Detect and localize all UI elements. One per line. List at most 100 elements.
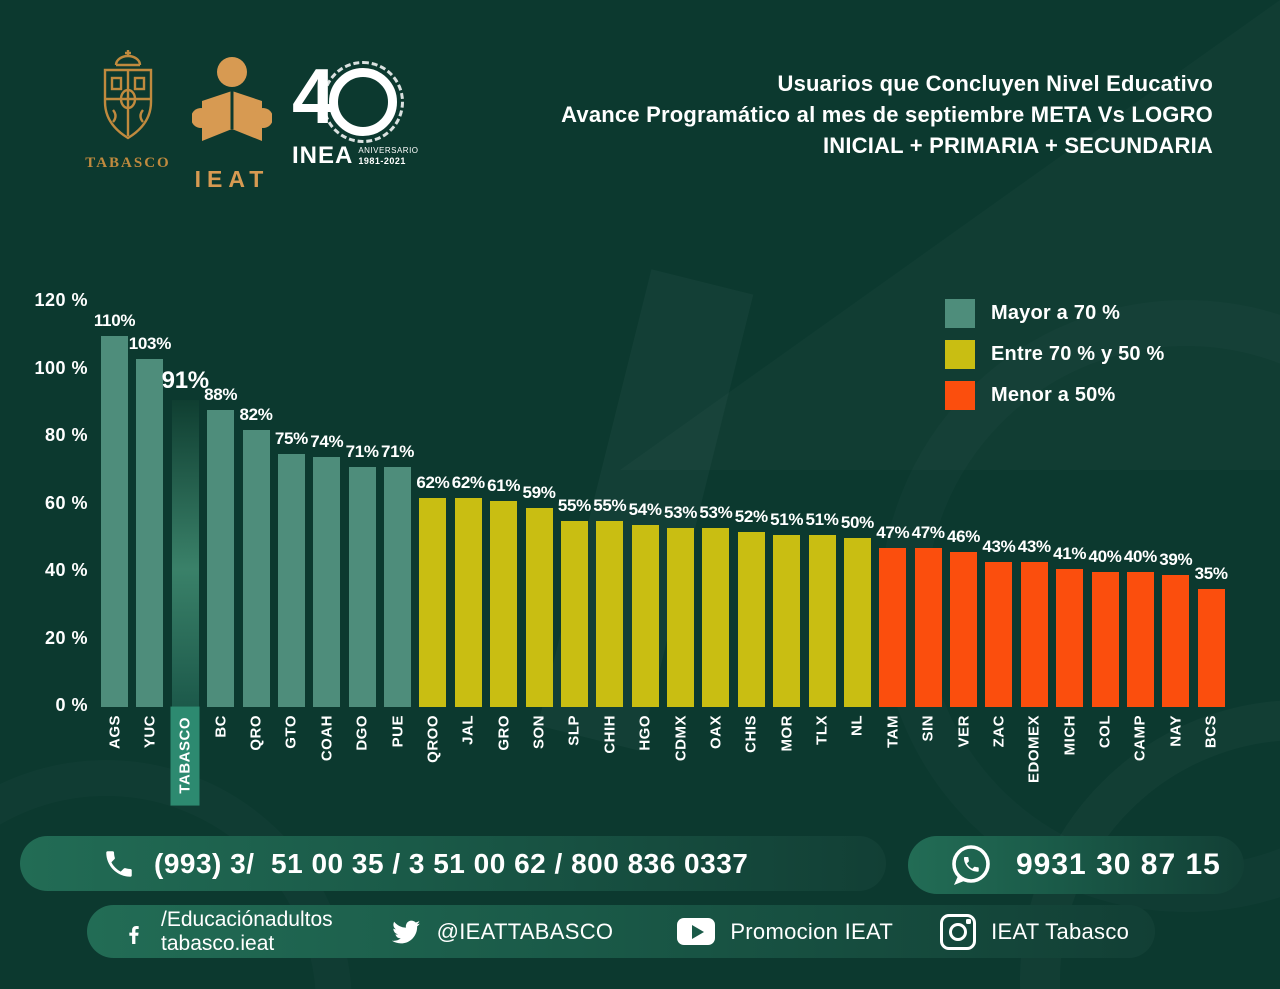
x-axis-label-TABASCO: TABASCO: [170, 707, 200, 806]
bar-column-HGO: 54% HGO: [628, 302, 662, 751]
bar-column-BCS: 35% BCS: [1195, 302, 1228, 748]
x-axis-label-GTO: GTO: [282, 715, 300, 749]
bar-value-label-COL: 40%: [1088, 547, 1122, 566]
bar-column-JAL: 62% JAL: [452, 302, 485, 745]
bar-value-label-PUE: 71%: [380, 442, 415, 462]
ieat-logo-caption: IEAT: [194, 166, 270, 192]
bar-VER: [950, 551, 977, 707]
inea-40-aniversario-logo: 4 INEA ANIVERSARIO 1981-2021: [292, 57, 452, 170]
legend-swatch-orange: [945, 381, 975, 410]
bar-value-label-AGS: 110%: [93, 310, 136, 330]
bar-column-TAM: 47% TAM: [876, 302, 909, 748]
bar-value-label-NL: 50%: [840, 513, 874, 533]
bar-value-label-HGO: 54%: [628, 499, 662, 519]
twitter-handle: @IEATTABASCO: [436, 918, 614, 944]
x-axis-label-SLP: SLP: [565, 715, 583, 746]
whatsapp-contact-button[interactable]: 9931 30 87 15: [908, 836, 1244, 894]
tabasco-logo-caption: TABASCO: [85, 155, 171, 171]
bar-value-label-ZAC: 43%: [982, 536, 1016, 556]
bar-COL: [1091, 572, 1119, 707]
bar-SIN: [914, 548, 942, 707]
x-axis-label-COL: COL: [1096, 715, 1114, 749]
y-axis: 120 % 100 % 80 % 60 % 40 % 20 % 0 %: [0, 290, 88, 715]
x-axis-label-TLX: TLX: [813, 715, 831, 745]
y-axis-tick-120: 120 %: [34, 290, 88, 310]
legend-row-menor-50: Menor a 50%: [945, 381, 1165, 410]
bar-value-label-YUC: 103%: [128, 334, 172, 354]
bar-value-label-MOR: 51%: [770, 509, 804, 529]
y-axis-tick-60: 60 %: [44, 492, 88, 513]
bar-column-MOR: 51% MOR: [770, 302, 804, 752]
twitter-link[interactable]: @IEATTABASCO: [390, 918, 614, 946]
whatsapp-number: 9931 30 87 15: [1016, 848, 1221, 881]
x-axis-label-CHIH: CHIH: [601, 715, 619, 754]
x-axis-label-QROO: QROO: [424, 715, 442, 763]
bar-TAM: [879, 548, 907, 707]
phone-contact-button[interactable]: (993) 3/ 51 00 35 / 3 51 00 62 / 800 836…: [20, 836, 886, 891]
x-axis-label-BCS: BCS: [1202, 715, 1220, 749]
instagram-handle: IEAT Tabasco: [991, 918, 1130, 944]
legend-label: Entre 70 % y 50 %: [991, 343, 1165, 365]
bar-MOR: [773, 534, 801, 707]
bar-value-label-DGO: 71%: [345, 442, 379, 462]
bar-GRO: [490, 501, 518, 707]
youtube-link[interactable]: Promocion IEAT: [677, 918, 893, 945]
x-axis-label-SON: SON: [530, 715, 548, 750]
inea-years-label: 1981-2021: [358, 156, 406, 166]
twitter-icon: [391, 920, 420, 943]
ieat-reader-icon: [191, 57, 273, 141]
x-axis-label-DGO: DGO: [353, 715, 371, 751]
bar-value-label-CAMP: 40%: [1123, 547, 1157, 566]
bar-column-AGS: 110% AGS: [94, 302, 136, 749]
facebook-link[interactable]: /Educaciónadultos tabasco.ieat: [122, 908, 333, 956]
bar-column-CAMP: 40% CAMP: [1123, 302, 1157, 761]
bar-value-label-MICH: 41%: [1053, 543, 1087, 563]
legend-swatch-yellow: [945, 340, 975, 369]
bar-AGS: [101, 335, 128, 707]
x-axis-label-NL: NL: [848, 715, 866, 736]
bar-value-label-VER: 46%: [946, 526, 981, 546]
bar-value-label-CHIS: 52%: [734, 506, 768, 526]
x-axis-label-CDMX: CDMX: [672, 715, 689, 762]
bar-chart-plot-area: 110% AGS 103% YUC 91% TABASCO 88% BC 82% QRO 75% GT…: [94, 302, 1228, 806]
bar-QRO: [242, 430, 270, 707]
bar-column-BC: 88% BC: [204, 302, 237, 738]
bar-column-TLX: 51% TLX: [805, 302, 838, 745]
x-axis-label-AGS: AGS: [106, 715, 123, 750]
x-axis-label-NAY: NAY: [1167, 715, 1185, 747]
bar-EDOMEX: [1020, 561, 1048, 707]
x-axis-label-YUC: YUC: [141, 715, 159, 749]
bar-column-TABASCO: 91% TABASCO: [162, 302, 209, 806]
bar-DGO: [348, 467, 376, 707]
bar-column-VER: 46% VER: [946, 302, 981, 748]
bar-value-label-GTO: 75%: [274, 428, 308, 448]
phone-icon: [106, 850, 132, 877]
instagram-link[interactable]: IEAT Tabasco: [940, 913, 1130, 950]
bar-COAH: [313, 457, 341, 707]
title-line-2: Avance Programático al mes de septiembre…: [561, 102, 1213, 127]
bar-value-label-TABASCO: 91%: [161, 366, 209, 394]
bar-column-NL: 50% NL: [840, 302, 874, 736]
bar-JAL: [454, 497, 482, 707]
bar-value-label-TLX: 51%: [805, 509, 839, 529]
y-axis-tick-80: 80 %: [44, 425, 88, 445]
inea-quetzal-ring-icon: [322, 61, 405, 143]
bar-column-MICH: 41% MICH: [1053, 302, 1087, 756]
bar-NAY: [1162, 575, 1190, 707]
x-axis-label-VER: VER: [955, 715, 972, 748]
bar-CHIS: [737, 531, 765, 707]
phone-numbers: (993) 3/ 51 00 35 / 3 51 00 62 / 800 836…: [154, 847, 749, 879]
bar-NL: [843, 538, 871, 707]
facebook-handle-line1: /Educaciónadultos: [161, 907, 333, 931]
bar-PUE: [384, 467, 411, 707]
y-axis-tick-20: 20 %: [44, 627, 88, 648]
facebook-handle-line2: tabasco.ieat: [161, 931, 275, 955]
bar-value-label-CDMX: 53%: [663, 503, 698, 523]
legend-label: Mayor a 70 %: [991, 302, 1121, 324]
bar-value-label-OAX: 53%: [699, 503, 733, 523]
bar-column-EDOMEX: 43% EDOMEX: [1018, 302, 1051, 783]
bar-value-label-SIN: 47%: [911, 523, 945, 543]
bar-TLX: [808, 534, 836, 707]
youtube-icon: [677, 918, 716, 945]
